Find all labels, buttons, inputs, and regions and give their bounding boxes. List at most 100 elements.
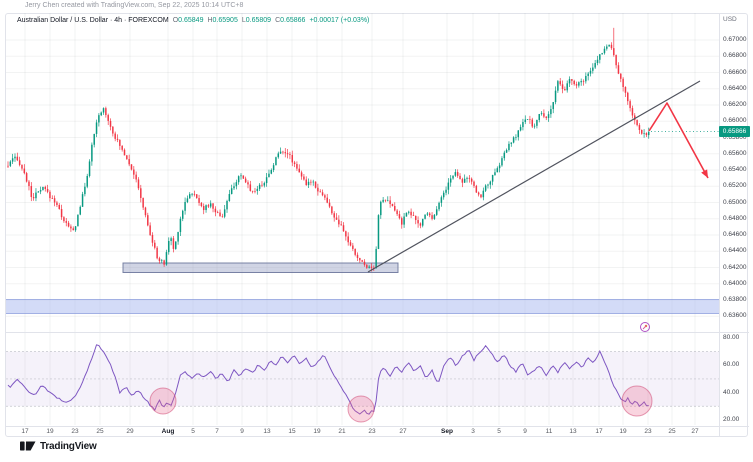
candle-body [575,84,578,86]
candle-body [184,202,186,211]
candle-body [7,165,9,167]
candle-body [610,44,613,49]
candle-body [137,179,140,189]
candle-body [382,199,384,202]
candle-body [470,178,473,182]
candle-body [205,205,207,211]
candle-body [37,191,40,193]
candle-body [375,248,377,269]
symbol-legend[interactable]: Australian Dollar / U.S. Dollar · 4h · F… [17,17,369,24]
candle-body [282,151,284,153]
candle-body [128,159,130,165]
candle-body [247,182,249,185]
candle-body [603,48,606,54]
projection-arrowhead[interactable] [701,169,708,178]
low-value: 0.65809 [245,17,272,24]
candle-body [254,190,256,192]
candle-body [428,213,431,216]
candle-body [636,120,638,126]
candle-body [338,219,340,225]
rsi-band [6,351,719,407]
candle-body [91,144,93,162]
candle-body [168,241,170,253]
candle-body [195,194,198,199]
support-zone-box[interactable] [122,262,399,273]
candle-body [391,203,394,207]
ascending-trendline[interactable] [367,80,701,273]
candle-body [426,213,429,215]
candle-body [561,84,564,90]
candle-body [158,258,161,262]
candle-body [39,190,42,192]
candle-body [30,186,33,198]
candle-body [265,177,268,184]
candle-body [198,198,200,203]
candle-body [58,204,61,210]
candle-body [643,133,645,134]
candle-body [331,206,333,214]
change-value: +0.00017 (+0.03%) [309,17,370,24]
candle-body [435,209,438,215]
candle-body [484,185,487,191]
candle-body [489,181,492,185]
candle-body [16,156,19,161]
candle-body [286,153,289,155]
candle-body [307,181,310,186]
candle-body [317,187,319,192]
candle-body [186,198,189,203]
pane-splitter[interactable] [5,332,749,333]
close-label: C [275,17,281,24]
candle-body [359,257,361,261]
candle-body [408,211,410,213]
candle-body [456,172,459,176]
candle-body [440,197,443,203]
candle-body [622,78,624,88]
rsi-oversold-circle[interactable] [621,385,653,417]
candle-body [494,172,496,176]
candle-body [475,185,478,193]
candle-body [387,200,389,202]
tradingview-logo[interactable]: TradingView [20,440,97,452]
candle-body [86,175,88,187]
candle-body [333,213,335,218]
tradingview-logo-text: TradingView [40,440,97,452]
candle-body [100,112,102,116]
candle-body [491,175,494,182]
candle-body [342,225,345,232]
candle-body [641,129,643,134]
marker-icon[interactable] [640,322,650,332]
candle-body [74,226,77,231]
candle-body [235,182,238,187]
candle-body [634,115,636,121]
candle-body [289,154,291,156]
candle-body [473,181,475,186]
candle-body [228,194,231,202]
candle-body [53,198,56,203]
candle-body [95,122,98,134]
candle-body [463,178,466,183]
candle-body [340,224,342,226]
open-label: O [172,17,179,24]
demand-zone-band[interactable] [6,299,719,314]
candle-body [42,186,44,191]
candle-body [170,238,172,242]
candle-body [620,73,622,79]
candle-body [35,192,37,199]
candle-body [121,145,123,150]
candle-body [503,152,506,159]
rsi-oversold-circle[interactable] [149,387,177,415]
candle-body [258,184,261,189]
high-value: 0.65905 [212,17,238,24]
candle-body [459,175,461,180]
projection-arrow[interactable] [648,102,709,179]
candle-body [230,188,233,195]
symbol-title: Australian Dollar / U.S. Dollar · 4h · F… [17,17,169,24]
candle-body [398,214,401,219]
candle-body [354,248,356,255]
candle-body [207,205,210,207]
candle-body [519,127,522,131]
candle-body [559,81,561,85]
candle-body [175,241,177,249]
rsi-oversold-circle[interactable] [347,395,375,423]
